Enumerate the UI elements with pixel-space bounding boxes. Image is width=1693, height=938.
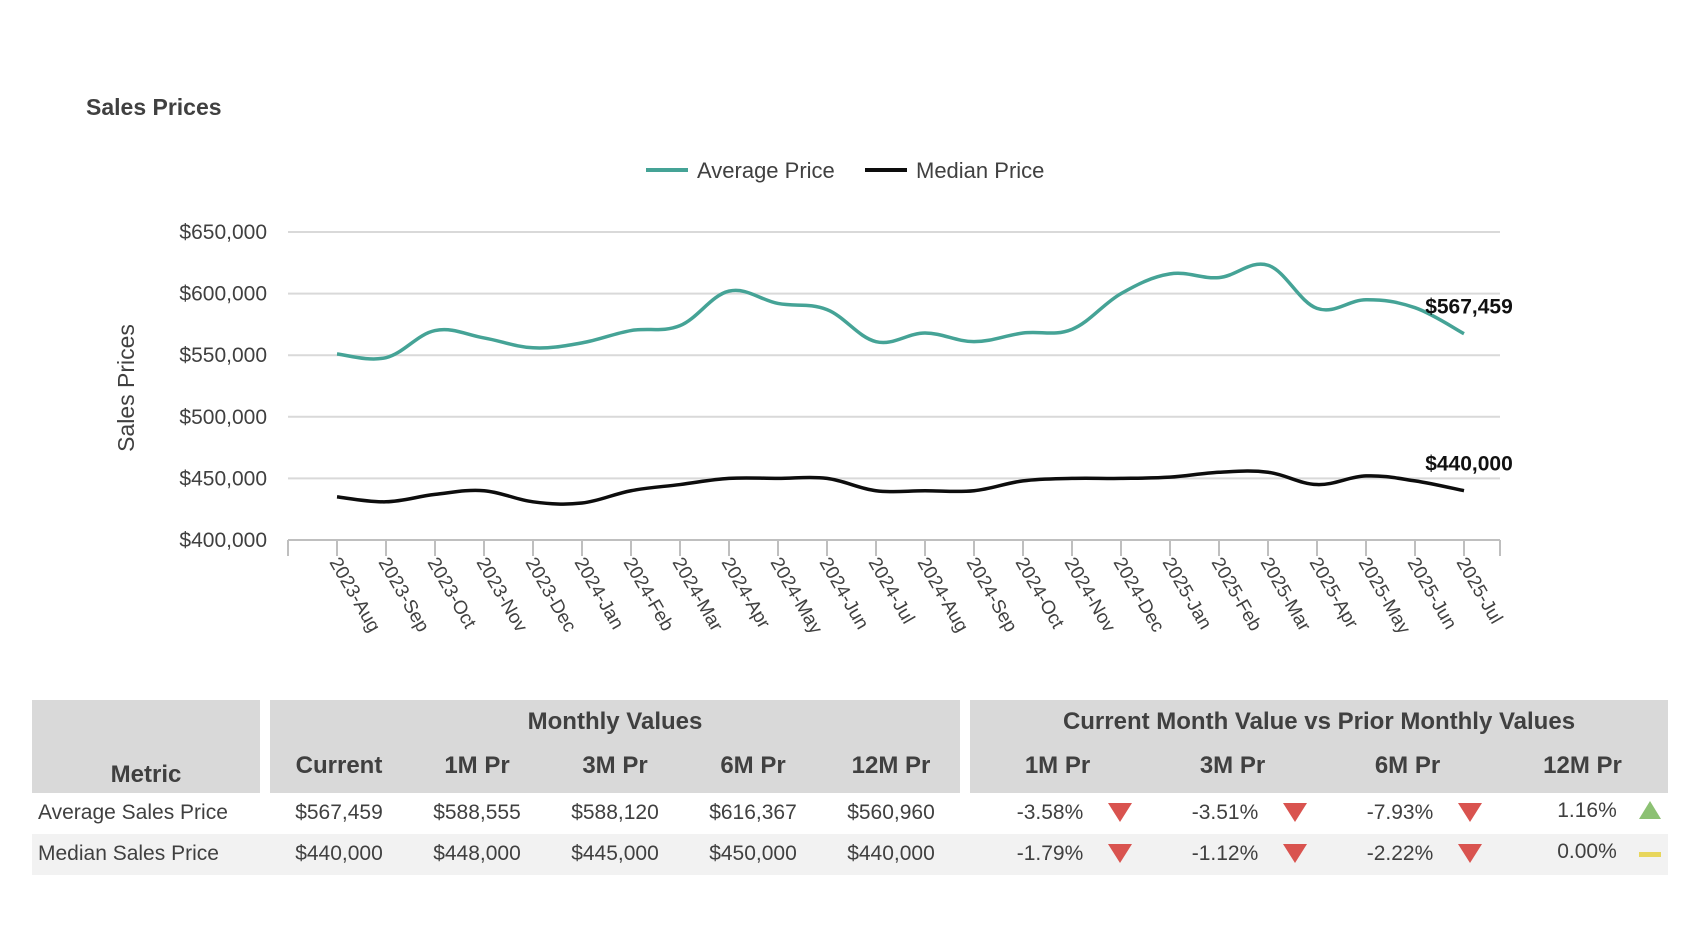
table-row: Average Sales Price $567,459 $588,555 $5… (32, 793, 1668, 834)
down-arrow-icon (1283, 803, 1307, 822)
y-tick-label: $400,000 (179, 529, 267, 552)
average-end-label: $567,459 (1425, 296, 1513, 319)
metric-name: Median Sales Price (38, 842, 219, 865)
value-1m: $588,555 (433, 801, 521, 824)
value-3m: $588,120 (571, 801, 659, 824)
down-arrow-icon (1108, 844, 1132, 863)
value-current: $567,459 (295, 801, 383, 824)
col-header-1m: 1M Pr (444, 752, 510, 779)
y-axis-label: Sales Prices (113, 324, 139, 452)
comparison-title: Current Month Value vs Prior Monthly Val… (1062, 708, 1576, 735)
y-tick-label: $600,000 (179, 283, 267, 306)
cmp-header-12m: 12M Pr (1543, 752, 1622, 779)
change-3m: -3.51% (1191, 801, 1259, 824)
x-tick-label: 2025-Jul (1452, 554, 1507, 628)
y-tick-label: $550,000 (179, 344, 267, 367)
metric-name: Average Sales Price (38, 801, 228, 824)
cmp-header-1m: 1M Pr (1024, 752, 1091, 779)
sales-prices-line-chart: Average Price Median Price $400,000 $450,… (113, 158, 1513, 638)
average-price-line (336, 262, 1465, 361)
y-tick-label: $650,000 (179, 221, 267, 244)
change-6m: -2.22% (1366, 842, 1434, 865)
chart-legend: Average Price Median Price (646, 158, 1044, 183)
col-header-3m: 3M Pr (582, 752, 648, 779)
col-header-6m: 6M Pr (720, 752, 786, 779)
metric-header: Metric (110, 761, 182, 788)
x-axis-ticks: 2023-Aug2023-Sep2023-Oct2023-Nov2023-Dec… (325, 554, 1507, 638)
monthly-values-header: Monthly Values Current 1M Pr 3M Pr 6M Pr… (270, 700, 960, 793)
down-arrow-icon (1283, 844, 1307, 863)
value-current: $440,000 (295, 842, 383, 865)
chart-series: $567,459 $440,000 (336, 262, 1513, 506)
value-1m: $448,000 (433, 842, 521, 865)
down-arrow-icon (1458, 844, 1482, 863)
change-12m: 0.00% (1557, 840, 1617, 863)
flat-dash-icon (1639, 852, 1661, 857)
down-arrow-icon (1458, 803, 1482, 822)
cmp-header-6m: 6M Pr (1374, 752, 1441, 779)
value-3m: $445,000 (571, 842, 659, 865)
monthly-values-title: Monthly Values (527, 708, 703, 735)
metric-header-cell: Metric (32, 700, 260, 793)
legend-label-average: Average Price (697, 158, 835, 183)
change-1m: -1.79% (1016, 842, 1084, 865)
cmp-header-3m: 3M Pr (1199, 752, 1266, 779)
y-tick-label: $500,000 (179, 406, 267, 429)
median-price-line (336, 469, 1465, 506)
value-12m: $560,960 (847, 801, 935, 824)
change-12m: 1.16% (1557, 799, 1617, 822)
value-12m: $440,000 (847, 842, 935, 865)
x-axis (287, 539, 1501, 556)
value-6m: $616,367 (709, 801, 797, 824)
col-header-current: Current (295, 752, 383, 779)
y-tick-label: $450,000 (179, 467, 267, 490)
chart-gridlines (288, 231, 1500, 480)
value-6m: $450,000 (709, 842, 797, 865)
change-6m: -7.93% (1366, 801, 1434, 824)
down-arrow-icon (1108, 803, 1132, 822)
median-end-label: $440,000 (1425, 453, 1513, 476)
comparison-header: Current Month Value vs Prior Monthly Val… (970, 700, 1668, 793)
table-row: Median Sales Price $440,000 $448,000 $44… (32, 834, 1668, 875)
y-axis-ticks: $400,000 $450,000 $500,000 $550,000 $600,000… (179, 221, 267, 552)
change-1m: -3.58% (1016, 801, 1084, 824)
change-3m: -1.12% (1191, 842, 1259, 865)
legend-label-median: Median Price (916, 158, 1044, 183)
x-tick-label: 2024-Jul (864, 554, 919, 628)
up-arrow-icon (1639, 801, 1661, 819)
col-header-12m: 12M Pr (851, 752, 931, 779)
page-title: Sales Prices (86, 94, 222, 120)
